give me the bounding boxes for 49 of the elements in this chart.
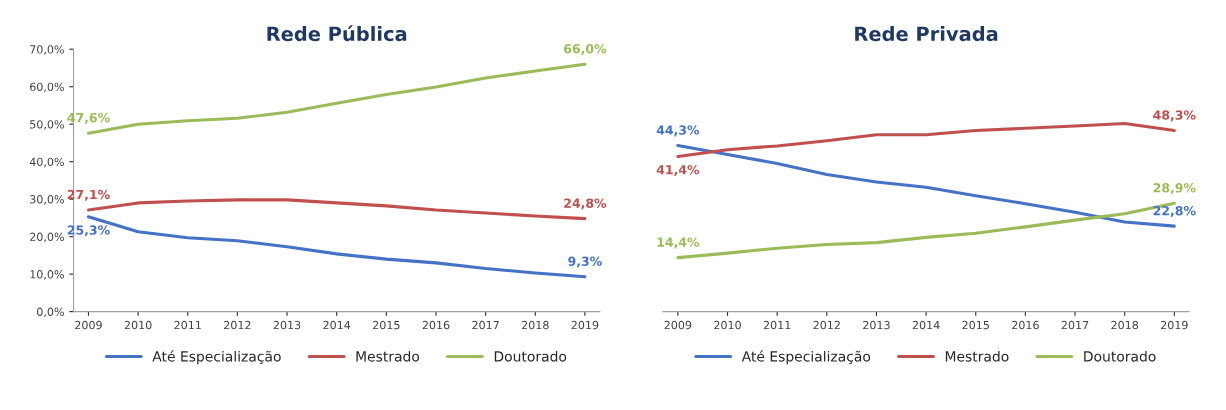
x-tick-label: 2012	[224, 320, 251, 330]
legend-label: Até Especialização	[741, 350, 871, 365]
legend-label: Até Especialização	[152, 350, 281, 365]
y-tick-label: 60,0%	[30, 82, 64, 93]
y-tick-label: 70,0%	[30, 45, 64, 55]
x-tick-label: 2016	[422, 320, 450, 330]
data-label: 66,0%	[564, 43, 607, 56]
data-label: 28,9%	[1153, 183, 1196, 195]
x-tick-label: 2014	[323, 320, 351, 330]
data-label: 48,3%	[1153, 110, 1196, 122]
x-tick-label: 2009	[75, 320, 102, 330]
y-tick-label: 40,0%	[29, 157, 64, 168]
legend-label: Doutorado	[494, 350, 567, 362]
x-tick-label: 2017	[472, 320, 499, 330]
x-tick-label: 2010	[124, 320, 152, 330]
x-tick-label: 2011	[174, 320, 201, 330]
x-tick-label: 2016	[1012, 320, 1039, 330]
data-label: 14,4%	[657, 237, 700, 249]
data-label: 44,3%	[656, 125, 700, 137]
y-tick-label: 30,0%	[30, 195, 64, 205]
y-tick-label: 50,0%	[30, 120, 64, 130]
y-tick-label: 10,0%	[30, 270, 64, 280]
x-tick-label: 2019	[571, 320, 599, 330]
x-tick-label: 2011	[763, 320, 791, 330]
x-tick-label: 2018	[521, 320, 549, 330]
x-tick-label: 2014	[912, 320, 940, 330]
data-label: 41,4%	[656, 164, 700, 177]
data-label: 25,3%	[67, 225, 110, 237]
x-tick-label: 2012	[813, 320, 840, 330]
legend-label: Doutorado	[1084, 350, 1156, 362]
y-tick-label: 0,0%	[37, 307, 64, 318]
data-label: 9,3%	[568, 256, 602, 268]
chart-title: Rede Privada	[855, 26, 998, 42]
data-label: 22,8%	[1153, 205, 1196, 217]
legend-label: Mestrado	[356, 350, 420, 362]
data-label: 24,8%	[564, 198, 607, 210]
chart-title: Rede Pública	[267, 25, 407, 42]
x-tick-label: 2013	[273, 320, 301, 330]
y-tick-label: 20,0%	[30, 232, 64, 243]
x-tick-label: 2019	[1161, 320, 1188, 330]
x-tick-label: 2009	[664, 320, 692, 330]
legend-label: Mestrado	[945, 350, 1009, 362]
x-tick-label: 2015	[962, 320, 989, 330]
x-tick-label: 2013	[863, 320, 890, 330]
data-label: 27,1%	[67, 189, 110, 201]
x-tick-label: 2017	[1061, 320, 1089, 330]
x-tick-label: 2010	[714, 320, 741, 330]
x-tick-label: 2018	[1111, 320, 1139, 330]
x-tick-label: 2015	[373, 320, 400, 330]
